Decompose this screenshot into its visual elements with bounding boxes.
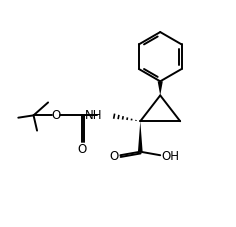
Text: NH: NH — [85, 109, 103, 121]
Text: O: O — [51, 109, 60, 121]
Text: O: O — [110, 149, 119, 162]
Polygon shape — [158, 82, 163, 96]
Polygon shape — [138, 122, 143, 152]
Text: O: O — [77, 142, 86, 155]
Text: OH: OH — [161, 149, 179, 162]
